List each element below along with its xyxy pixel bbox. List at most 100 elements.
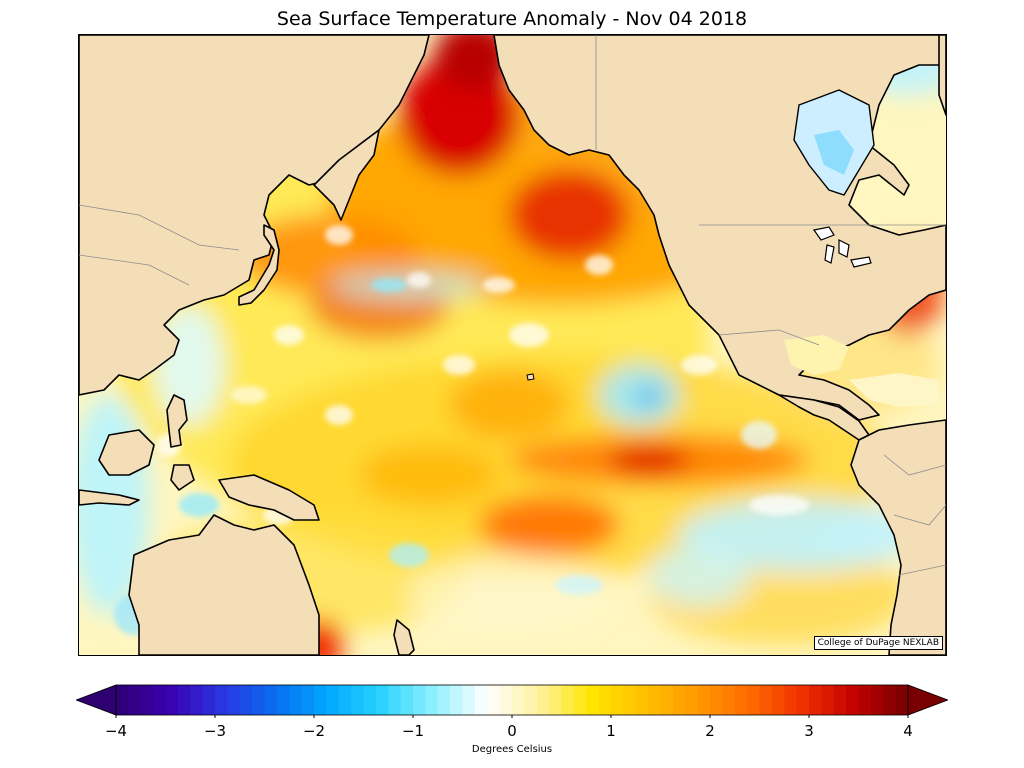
colorbar-tick-label: 3 xyxy=(804,722,814,740)
colorbar-cell xyxy=(153,685,167,715)
land-greenland xyxy=(938,35,946,116)
colorbar-cell xyxy=(264,685,278,715)
colorbar-cell xyxy=(697,685,711,715)
land-borneo xyxy=(98,429,155,476)
colorbar-cell xyxy=(648,685,662,715)
colorbar-cell xyxy=(685,685,699,715)
colorbar-left-arrow xyxy=(76,684,117,716)
colorbar-cell xyxy=(474,685,488,715)
colorbar-tick-label: −2 xyxy=(302,722,326,740)
colorbar-cell xyxy=(561,685,575,715)
colorbar-cell xyxy=(623,685,637,715)
colorbar-cell xyxy=(413,685,426,715)
colorbar-tick-label: −3 xyxy=(203,722,227,740)
colorbar-cell xyxy=(388,685,402,715)
colorbar-cell xyxy=(598,685,612,715)
colorbar-cells xyxy=(116,685,909,715)
land-new-guinea xyxy=(218,474,320,521)
colorbar-ticks xyxy=(115,715,909,718)
colorbar-cell xyxy=(450,685,464,715)
colorbar-cell xyxy=(883,685,897,715)
land-philippines xyxy=(166,394,188,448)
colorbar-cell xyxy=(672,685,686,715)
colorbar-cell xyxy=(190,685,204,715)
hawaii-island xyxy=(526,373,535,381)
land-new-zealand xyxy=(393,619,415,655)
colorbar-cell xyxy=(314,685,327,715)
colorbar-cell xyxy=(722,685,736,715)
land-kamchatka xyxy=(313,129,380,221)
colorbar-cell xyxy=(895,685,909,715)
land-asia xyxy=(79,35,430,396)
colorbar-cell xyxy=(351,685,365,715)
colorbar-cell xyxy=(202,685,216,715)
land-south-america xyxy=(850,419,946,655)
credit-label: College of DuPage NEXLAB xyxy=(813,636,943,650)
colorbar-cell xyxy=(549,685,563,715)
great-lakes xyxy=(812,226,872,268)
colorbar-cell xyxy=(784,685,798,715)
colorbar-right-arrow xyxy=(907,684,948,716)
colorbar-cell xyxy=(239,685,253,715)
colorbar-cell xyxy=(759,685,773,715)
colorbar-cell xyxy=(301,685,315,715)
colorbar-cell xyxy=(326,685,340,715)
sst-anomaly-map: College of DuPage NEXLAB xyxy=(78,34,947,656)
colorbar-cell xyxy=(796,685,810,715)
colorbar-cell xyxy=(660,685,674,715)
colorbar-cell xyxy=(771,685,785,715)
colorbar-cell xyxy=(437,685,451,715)
land-indonesia-south xyxy=(79,489,140,506)
colorbar-cell xyxy=(499,685,513,715)
colorbar-cell xyxy=(846,685,860,715)
colorbar-cell xyxy=(363,685,377,715)
colorbar-cell xyxy=(710,685,723,715)
colorbar-tick-label: 1 xyxy=(606,722,616,740)
colorbar-cell xyxy=(512,685,525,715)
land-australia xyxy=(128,514,320,655)
colorbar-cell xyxy=(524,685,538,715)
colorbar-cell xyxy=(140,685,154,715)
colorbar-cell xyxy=(425,685,439,715)
colorbar-tick-label: 2 xyxy=(705,722,715,740)
colorbar-cell xyxy=(833,685,847,715)
colorbar-cell xyxy=(289,685,303,715)
colorbar-cell xyxy=(734,685,748,715)
colorbar-cell xyxy=(215,685,228,715)
country-borders xyxy=(79,35,946,576)
colorbar-cell xyxy=(635,685,649,715)
colorbar-cell xyxy=(400,685,414,715)
colorbar-cell xyxy=(870,685,884,715)
colorbar-cell xyxy=(809,685,822,715)
land-japan xyxy=(238,224,280,306)
colorbar-tick-label: −4 xyxy=(104,722,128,740)
colorbar-cell xyxy=(586,685,600,715)
colorbar-cell xyxy=(165,685,179,715)
colorbar-cell xyxy=(177,685,191,715)
colorbar-cell xyxy=(116,685,129,715)
colorbar-cell xyxy=(375,685,389,715)
colorbar-tick-label: 4 xyxy=(903,722,913,740)
colorbar-cell xyxy=(128,685,142,715)
colorbar-cell xyxy=(747,685,761,715)
colorbar xyxy=(76,684,948,718)
colorbar-cell xyxy=(858,685,872,715)
colorbar-cell xyxy=(536,685,550,715)
colorbar-cell xyxy=(462,685,476,715)
colorbar-cell xyxy=(227,685,241,715)
map-canvas xyxy=(79,35,946,655)
land-sulawesi xyxy=(170,464,195,491)
colorbar-cell xyxy=(338,685,352,715)
colorbar-cell xyxy=(821,685,835,715)
colorbar-tick-label: 0 xyxy=(507,722,517,740)
map-title: Sea Surface Temperature Anomaly - Nov 04… xyxy=(276,8,748,30)
colorbar-cell xyxy=(252,685,266,715)
colorbar-cell xyxy=(573,685,587,715)
colorbar-tick-label: −1 xyxy=(401,722,425,740)
colorbar-label: Degrees Celsius xyxy=(471,744,553,755)
hudson-bay xyxy=(793,89,875,196)
gulf-of-mexico xyxy=(784,335,939,407)
colorbar-cell xyxy=(487,685,501,715)
colorbar-cell xyxy=(276,685,290,715)
colorbar-cell xyxy=(611,685,624,715)
